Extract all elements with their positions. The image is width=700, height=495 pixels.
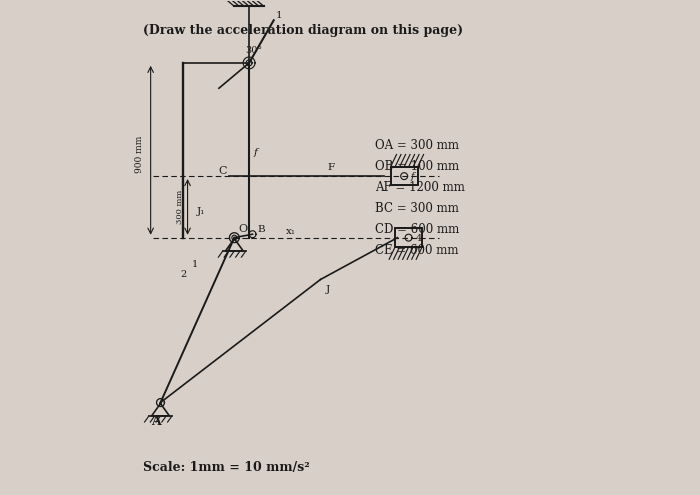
Text: 30°: 30° xyxy=(246,46,262,54)
Text: 300 mm: 300 mm xyxy=(176,190,184,224)
Text: 1: 1 xyxy=(192,260,198,269)
Text: J₁: J₁ xyxy=(197,207,205,216)
Text: 2: 2 xyxy=(180,270,186,279)
Text: x₁: x₁ xyxy=(286,227,296,236)
Text: f: f xyxy=(254,148,258,157)
Text: J: J xyxy=(326,285,330,294)
Text: 1: 1 xyxy=(276,11,283,20)
Text: f: f xyxy=(411,172,414,181)
Bar xyxy=(395,228,422,247)
Text: O: O xyxy=(238,224,247,234)
Text: F: F xyxy=(328,163,335,172)
Text: 900 mm: 900 mm xyxy=(135,135,144,173)
Text: Scale: 1mm = 10 mm/s²: Scale: 1mm = 10 mm/s² xyxy=(144,461,310,474)
Bar xyxy=(391,167,418,186)
Text: 4: 4 xyxy=(416,234,421,243)
Text: B: B xyxy=(258,225,265,234)
Text: (Draw the acceleration diagram on this page): (Draw the acceleration diagram on this p… xyxy=(144,24,463,37)
Text: A: A xyxy=(150,415,160,428)
Text: C: C xyxy=(218,166,227,176)
Text: OA = 300 mm
OB = 100 mm
AF = 1200 mm
BC = 300 mm
CD = 600 mm
CE = 600 mm: OA = 300 mm OB = 100 mm AF = 1200 mm BC … xyxy=(374,139,465,257)
